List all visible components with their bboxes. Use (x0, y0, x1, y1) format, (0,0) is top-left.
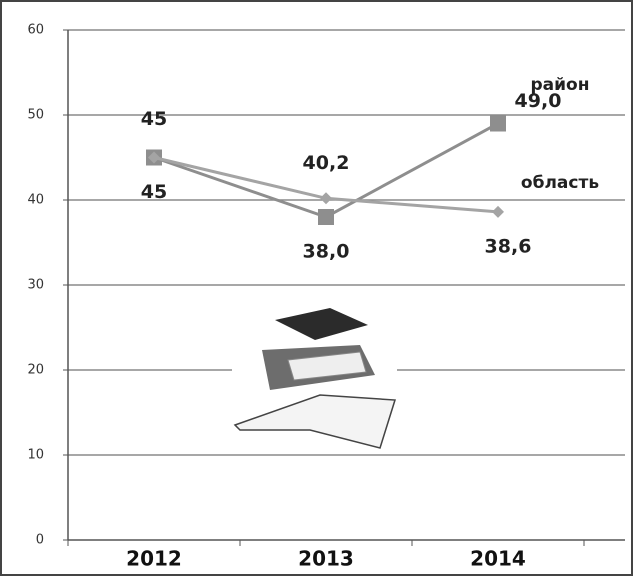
x-tick-label: 2012 (126, 547, 182, 571)
y-tick-label: 20 (27, 363, 44, 378)
y-tick-label: 50 (27, 108, 44, 123)
marker (148, 151, 160, 164)
marker (492, 205, 504, 218)
legend-label: район (531, 75, 590, 95)
marker (490, 115, 506, 132)
data-label: 40,2 (303, 152, 350, 174)
marker (318, 209, 334, 225)
y-tick-label: 10 (27, 448, 44, 463)
x-tick-label: 2013 (298, 547, 354, 571)
x-tick-label: 2014 (470, 547, 526, 571)
data-label: 38,0 (303, 241, 350, 263)
data-label: 45 (141, 108, 167, 130)
legend-label: область (521, 173, 599, 193)
scroll (287, 351, 367, 381)
data-label: 45 (141, 181, 167, 203)
y-tick-label: 30 (27, 278, 44, 293)
cap (275, 308, 368, 340)
data-label: 38,6 (485, 235, 532, 257)
data-label: 49,0 (515, 90, 562, 112)
y-tick-label: 40 (27, 193, 44, 208)
marker (320, 192, 332, 205)
open-book (233, 394, 396, 449)
y-tick-label: 0 (36, 533, 44, 548)
y-tick-label: 60 (27, 23, 44, 38)
illustration (232, 300, 397, 450)
